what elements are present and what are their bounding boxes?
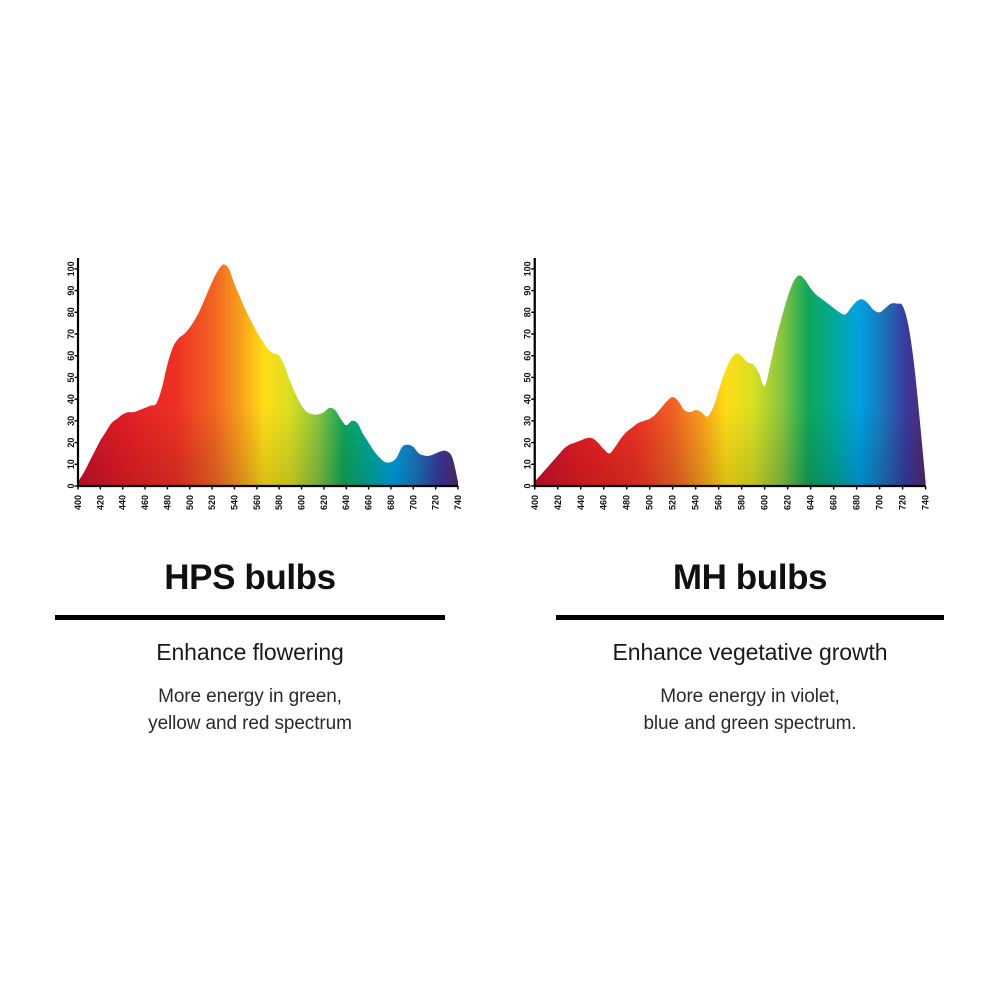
chart-hps: 400 420 440 460 480 500 520 540 560 580 600 620 640 6… <box>52 252 472 532</box>
x-tick-label: 600 <box>297 495 307 510</box>
y-tick-label: 100 <box>522 261 532 276</box>
y-tick-label: 70 <box>66 329 76 339</box>
x-tick-label: 540 <box>229 495 239 510</box>
y-tick-label: 10 <box>66 459 76 469</box>
panel-hps: 400 420 440 460 480 500 520 540 560 580 600 620 640 6… <box>0 252 500 738</box>
chart-hps-plot <box>78 264 458 486</box>
x-tick-label: 700 <box>408 495 418 510</box>
x-tick-label: 560 <box>252 495 262 510</box>
bulb-subtitle-hps: Enhance flowering <box>156 638 344 665</box>
x-tick-label: 440 <box>576 495 586 510</box>
x-tick-label: 720 <box>431 495 441 510</box>
chart-mh: 400 420 440 460 480 500 520 540 560 580 600 620 640 6… <box>508 252 940 532</box>
chart-hps-svg: 400 420 440 460 480 500 520 540 560 580 600 620 640 6… <box>66 258 463 510</box>
x-tick-label: 720 <box>898 495 908 510</box>
y-tick-label: 20 <box>66 438 76 448</box>
chart-mh-axes <box>531 258 927 490</box>
y-tick-label: 70 <box>522 329 532 339</box>
x-tick-label: 460 <box>140 495 150 510</box>
bulb-description-hps: More energy in green, yellow and red spe… <box>0 683 500 738</box>
divider-mh <box>556 614 944 620</box>
y-tick-label: 90 <box>66 286 76 296</box>
x-tick-label: 740 <box>921 495 931 510</box>
y-tick-label: 80 <box>522 307 532 317</box>
y-tick-label: 100 <box>66 261 76 276</box>
y-tick-label: 60 <box>522 351 532 361</box>
chart-mh-ytick-labels: 0 10 20 30 40 50 60 70 80 90 100 <box>522 261 532 488</box>
bulb-title-hps: HPS bulbs <box>164 558 336 597</box>
y-tick-label: 90 <box>522 286 532 296</box>
x-tick-label: 400 <box>530 495 540 510</box>
bulb-description-hps-line1: More energy in green, <box>158 685 342 707</box>
y-tick-label: 10 <box>522 459 532 469</box>
bulb-title-mh: MH bulbs <box>672 558 828 597</box>
y-tick-label: 30 <box>522 416 532 426</box>
x-tick-label: 740 <box>453 495 463 510</box>
y-tick-label: 40 <box>66 394 76 404</box>
y-tick-label: 50 <box>522 372 532 382</box>
x-tick-label: 420 <box>553 495 563 510</box>
caption-mh: MH bulbs Enhance vegetative growth More … <box>500 558 1000 738</box>
x-tick-label: 680 <box>852 495 862 510</box>
x-tick-label: 480 <box>622 495 632 510</box>
bulb-subtitle-mh: Enhance vegetative growth <box>612 638 888 665</box>
x-tick-label: 520 <box>207 495 217 510</box>
x-tick-label: 680 <box>386 495 396 510</box>
x-tick-label: 540 <box>691 495 701 510</box>
y-tick-label: 40 <box>522 394 532 404</box>
chart-mh-xtick-labels: 400 420 440 460 480 500 520 540 560 580 600 620 640 6… <box>530 495 931 510</box>
panel-mh: 400 420 440 460 480 500 520 540 560 580 600 620 640 6… <box>500 0 1000 1000</box>
caption-hps: HPS bulbs Enhance flowering More energy … <box>0 558 500 738</box>
x-tick-label: 520 <box>668 495 678 510</box>
x-tick-label: 420 <box>95 495 105 510</box>
y-tick-label: 30 <box>66 416 76 426</box>
x-tick-label: 600 <box>760 495 770 510</box>
x-tick-label: 660 <box>364 495 374 510</box>
x-tick-label: 660 <box>829 495 839 510</box>
x-tick-label: 500 <box>185 495 195 510</box>
x-tick-label: 640 <box>806 495 816 510</box>
x-tick-label: 460 <box>599 495 609 510</box>
divider-hps <box>55 614 445 620</box>
x-tick-label: 500 <box>645 495 655 510</box>
x-tick-label: 480 <box>162 495 172 510</box>
x-tick-label: 400 <box>73 495 83 510</box>
y-tick-label: 0 <box>66 483 76 488</box>
bulb-description-mh-line1: More energy in violet, <box>660 685 840 707</box>
x-tick-label: 580 <box>737 495 747 510</box>
chart-mh-plot <box>534 275 926 486</box>
spectrum-shading-hps <box>78 264 458 486</box>
x-tick-label: 580 <box>274 495 284 510</box>
spectrum-shading-mh <box>534 275 926 486</box>
x-tick-label: 440 <box>118 495 128 510</box>
x-tick-label: 560 <box>714 495 724 510</box>
y-tick-label: 20 <box>522 438 532 448</box>
y-tick-label: 80 <box>66 307 76 317</box>
y-tick-label: 50 <box>66 372 76 382</box>
x-tick-label: 640 <box>341 495 351 510</box>
bulb-description-hps-line2: yellow and red spectrum <box>148 713 352 735</box>
chart-hps-xtick-labels: 400 420 440 460 480 500 520 540 560 580 600 620 640 6… <box>73 495 463 510</box>
chart-hps-axes <box>74 258 459 490</box>
x-tick-label: 620 <box>319 495 329 510</box>
y-tick-label: 0 <box>522 483 532 488</box>
y-tick-label: 60 <box>66 351 76 361</box>
bulb-description-mh-line2: blue and green spectrum. <box>643 713 857 735</box>
chart-mh-svg: 400 420 440 460 480 500 520 540 560 580 600 620 640 6… <box>522 258 931 510</box>
bulb-description-mh: More energy in violet, blue and green sp… <box>500 683 1000 738</box>
x-tick-label: 700 <box>875 495 885 510</box>
x-tick-label: 620 <box>783 495 793 510</box>
chart-hps-ytick-labels: 0 10 20 30 40 50 60 70 80 90 100 <box>66 261 76 488</box>
